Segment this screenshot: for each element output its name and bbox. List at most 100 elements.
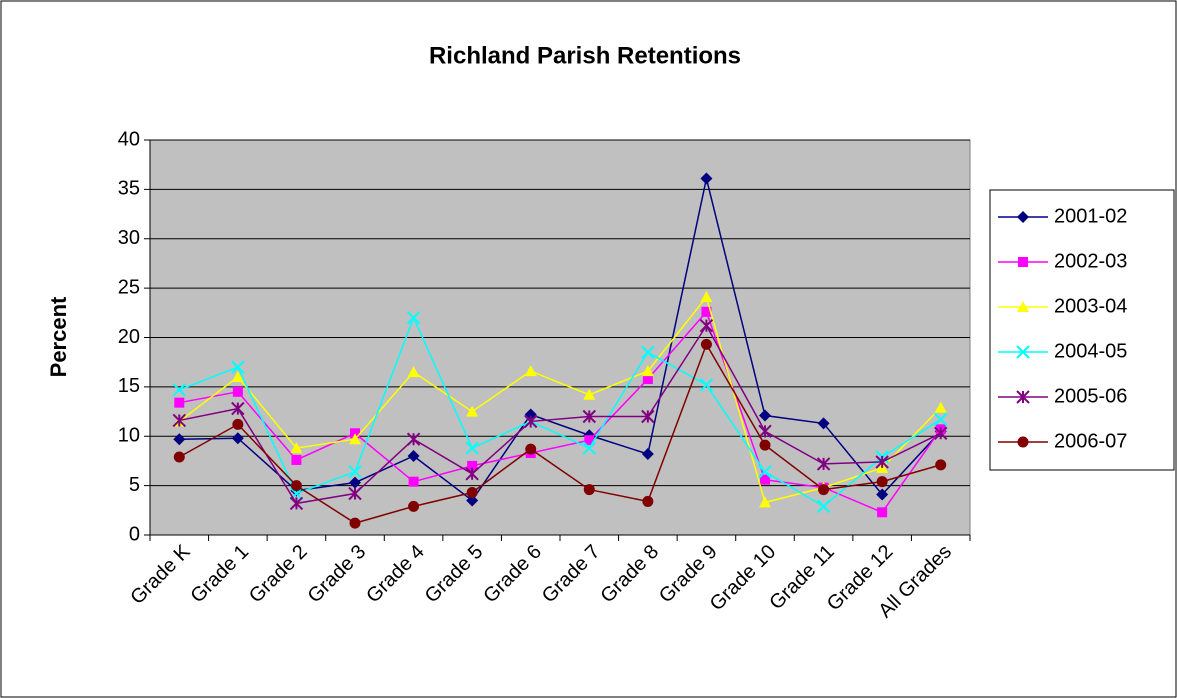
legend-box bbox=[989, 189, 1175, 471]
legend-label: 2001-02 bbox=[1054, 205, 1127, 227]
legend-label: 2006-07 bbox=[1054, 430, 1127, 452]
marker bbox=[525, 443, 537, 455]
marker bbox=[348, 486, 362, 501]
legend-label: 2002-03 bbox=[1054, 250, 1127, 272]
series-line bbox=[179, 310, 942, 514]
marker bbox=[759, 409, 771, 422]
marker bbox=[232, 418, 244, 430]
marker bbox=[877, 507, 888, 518]
marker bbox=[582, 409, 596, 424]
marker bbox=[349, 476, 361, 489]
marker bbox=[934, 412, 948, 427]
marker bbox=[641, 409, 655, 424]
marker bbox=[876, 476, 888, 488]
series-line bbox=[178, 342, 941, 524]
marker bbox=[407, 366, 420, 378]
marker bbox=[935, 459, 947, 471]
marker bbox=[699, 378, 714, 392]
marker bbox=[348, 465, 362, 479]
marker bbox=[817, 417, 830, 430]
marker bbox=[759, 439, 771, 451]
chart-title: Richland Parish Retentions bbox=[429, 42, 741, 69]
marker bbox=[466, 494, 479, 507]
y-tick-label: 10 bbox=[118, 425, 140, 447]
marker bbox=[408, 476, 419, 487]
marker bbox=[1017, 301, 1029, 312]
marker bbox=[934, 401, 947, 413]
marker bbox=[758, 465, 772, 479]
marker bbox=[290, 480, 302, 492]
marker bbox=[524, 414, 538, 429]
marker bbox=[290, 442, 303, 454]
marker bbox=[642, 495, 654, 507]
marker bbox=[408, 500, 420, 512]
marker bbox=[642, 373, 653, 384]
y-tick-label: 30 bbox=[118, 227, 140, 249]
marker bbox=[174, 397, 185, 408]
marker bbox=[231, 401, 245, 416]
marker bbox=[1017, 211, 1029, 223]
y-tick-label: 35 bbox=[118, 178, 140, 200]
marker bbox=[641, 345, 655, 360]
marker bbox=[760, 474, 770, 485]
marker bbox=[759, 496, 771, 508]
marker bbox=[641, 365, 654, 377]
marker bbox=[406, 432, 421, 446]
marker bbox=[289, 496, 304, 511]
marker bbox=[173, 433, 186, 446]
marker bbox=[758, 424, 772, 439]
y-tick-label: 5 bbox=[129, 474, 140, 496]
marker bbox=[232, 386, 243, 397]
marker bbox=[934, 426, 948, 440]
marker bbox=[583, 388, 596, 400]
marker bbox=[700, 291, 713, 303]
marker bbox=[231, 360, 245, 374]
marker bbox=[291, 454, 302, 465]
marker bbox=[816, 499, 831, 514]
legend-label: 2005-06 bbox=[1054, 385, 1127, 407]
y-tick-label: 0 bbox=[129, 523, 140, 545]
marker bbox=[816, 457, 831, 471]
series-line bbox=[179, 324, 942, 505]
marker bbox=[406, 311, 421, 325]
marker bbox=[875, 455, 889, 469]
marker bbox=[172, 383, 186, 397]
y-axis-label: Percent bbox=[46, 296, 71, 377]
marker bbox=[641, 448, 654, 461]
y-tick-label: 40 bbox=[118, 128, 140, 150]
y-tick-label: 25 bbox=[118, 276, 140, 298]
marker bbox=[467, 460, 478, 471]
marker bbox=[349, 433, 361, 445]
legend-label: 2003-04 bbox=[1054, 295, 1127, 317]
marker bbox=[582, 441, 596, 455]
marker bbox=[466, 487, 478, 499]
marker bbox=[818, 484, 830, 496]
marker bbox=[231, 432, 244, 445]
marker bbox=[1017, 436, 1029, 448]
y-tick-label: 20 bbox=[118, 326, 140, 348]
series-line bbox=[178, 295, 942, 504]
marker bbox=[700, 172, 713, 185]
marker bbox=[1018, 257, 1028, 267]
marker bbox=[699, 318, 714, 333]
marker bbox=[1016, 345, 1030, 359]
y-tick-label: 15 bbox=[118, 375, 140, 397]
series-line bbox=[179, 315, 942, 508]
marker bbox=[465, 441, 479, 455]
marker bbox=[701, 306, 712, 317]
marker bbox=[173, 451, 185, 463]
marker bbox=[876, 488, 889, 501]
marker bbox=[172, 413, 186, 428]
marker bbox=[349, 517, 361, 529]
marker bbox=[1016, 390, 1030, 404]
marker bbox=[407, 450, 420, 462]
marker bbox=[465, 467, 479, 481]
legend-label: 2004-05 bbox=[1054, 340, 1127, 362]
marker bbox=[466, 405, 479, 417]
marker bbox=[524, 365, 537, 377]
marker bbox=[584, 435, 595, 446]
marker bbox=[700, 338, 712, 350]
marker bbox=[231, 371, 244, 382]
marker bbox=[583, 484, 595, 496]
